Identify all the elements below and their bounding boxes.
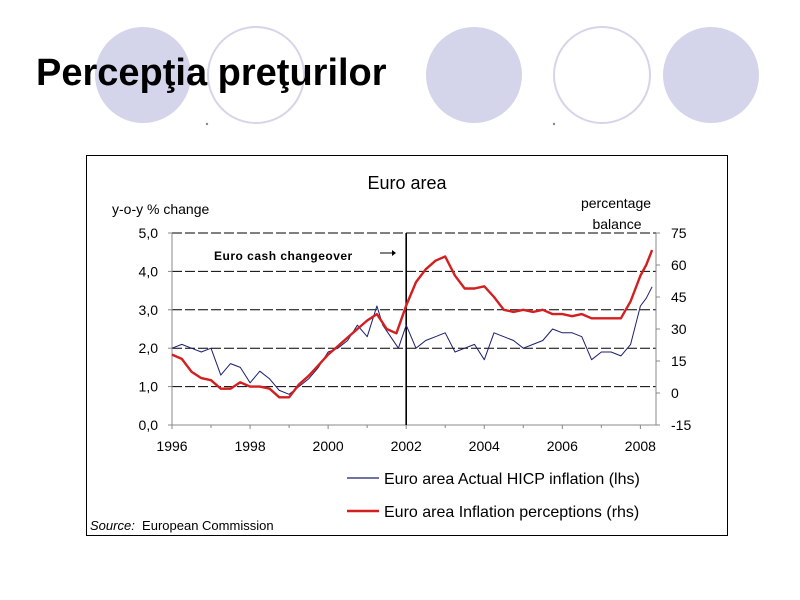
- right-tick-label: 15: [671, 353, 687, 369]
- legend-entry: Euro area Inflation perceptions (rhs): [384, 504, 639, 521]
- left-tick-label: 5,0: [139, 225, 159, 241]
- slide-title: Percepţia preţurilor: [36, 52, 387, 94]
- deco-circle-5: [663, 27, 759, 123]
- deco-dot-1: [205, 122, 209, 126]
- x-tick-label: 2004: [469, 438, 500, 454]
- source-line: Source: European Commission: [90, 518, 274, 533]
- x-tick-label: 2000: [313, 438, 344, 454]
- right-tick-label: 75: [671, 225, 687, 241]
- chart-svg: Euro area y-o-y % change percentage bala…: [112, 173, 691, 521]
- deco-circle-3: [426, 27, 522, 123]
- right-tick-label: 30: [671, 321, 687, 337]
- annotation-label: Euro cash changeover: [214, 249, 353, 263]
- left-tick-label: 3,0: [139, 302, 159, 318]
- left-tick-label: 1,0: [139, 379, 159, 395]
- source-label: Source:: [90, 518, 135, 533]
- decorative-circles: [95, 26, 759, 126]
- source-text: European Commission: [142, 518, 274, 533]
- x-tick-label: 2006: [547, 438, 578, 454]
- x-tick-label: 1998: [234, 438, 265, 454]
- deco-dot-2: [552, 122, 556, 126]
- left-tick-label: 4,0: [139, 263, 159, 279]
- right-axis-label-line1: percentage: [581, 195, 651, 211]
- left-tick-label: 2,0: [139, 340, 159, 356]
- x-tick-label: 2008: [625, 438, 656, 454]
- x-tick-label: 2002: [391, 438, 422, 454]
- right-tick-label: -15: [671, 417, 691, 433]
- left-axis-label: y-o-y % change: [112, 201, 209, 217]
- deco-circle-2: [207, 26, 305, 124]
- legend-entry: Euro area Actual HICP inflation (lhs): [384, 471, 640, 488]
- right-tick-label: 60: [671, 257, 687, 273]
- deco-circle-4: [553, 26, 651, 124]
- right-axis-label-line2: balance: [592, 216, 641, 232]
- chart-frame: Euro area y-o-y % change percentage bala…: [86, 155, 728, 536]
- deco-circle-1: [95, 27, 191, 123]
- left-tick-label: 0,0: [139, 417, 159, 433]
- series-line-hicp: [171, 286, 653, 395]
- annotation-arrow: [380, 250, 396, 256]
- right-tick-label: 0: [671, 385, 679, 401]
- chart-title: Euro area: [367, 173, 447, 193]
- series-line-perceptions: [171, 249, 654, 399]
- right-tick-label: 45: [671, 289, 687, 305]
- x-tick-label: 1996: [156, 438, 187, 454]
